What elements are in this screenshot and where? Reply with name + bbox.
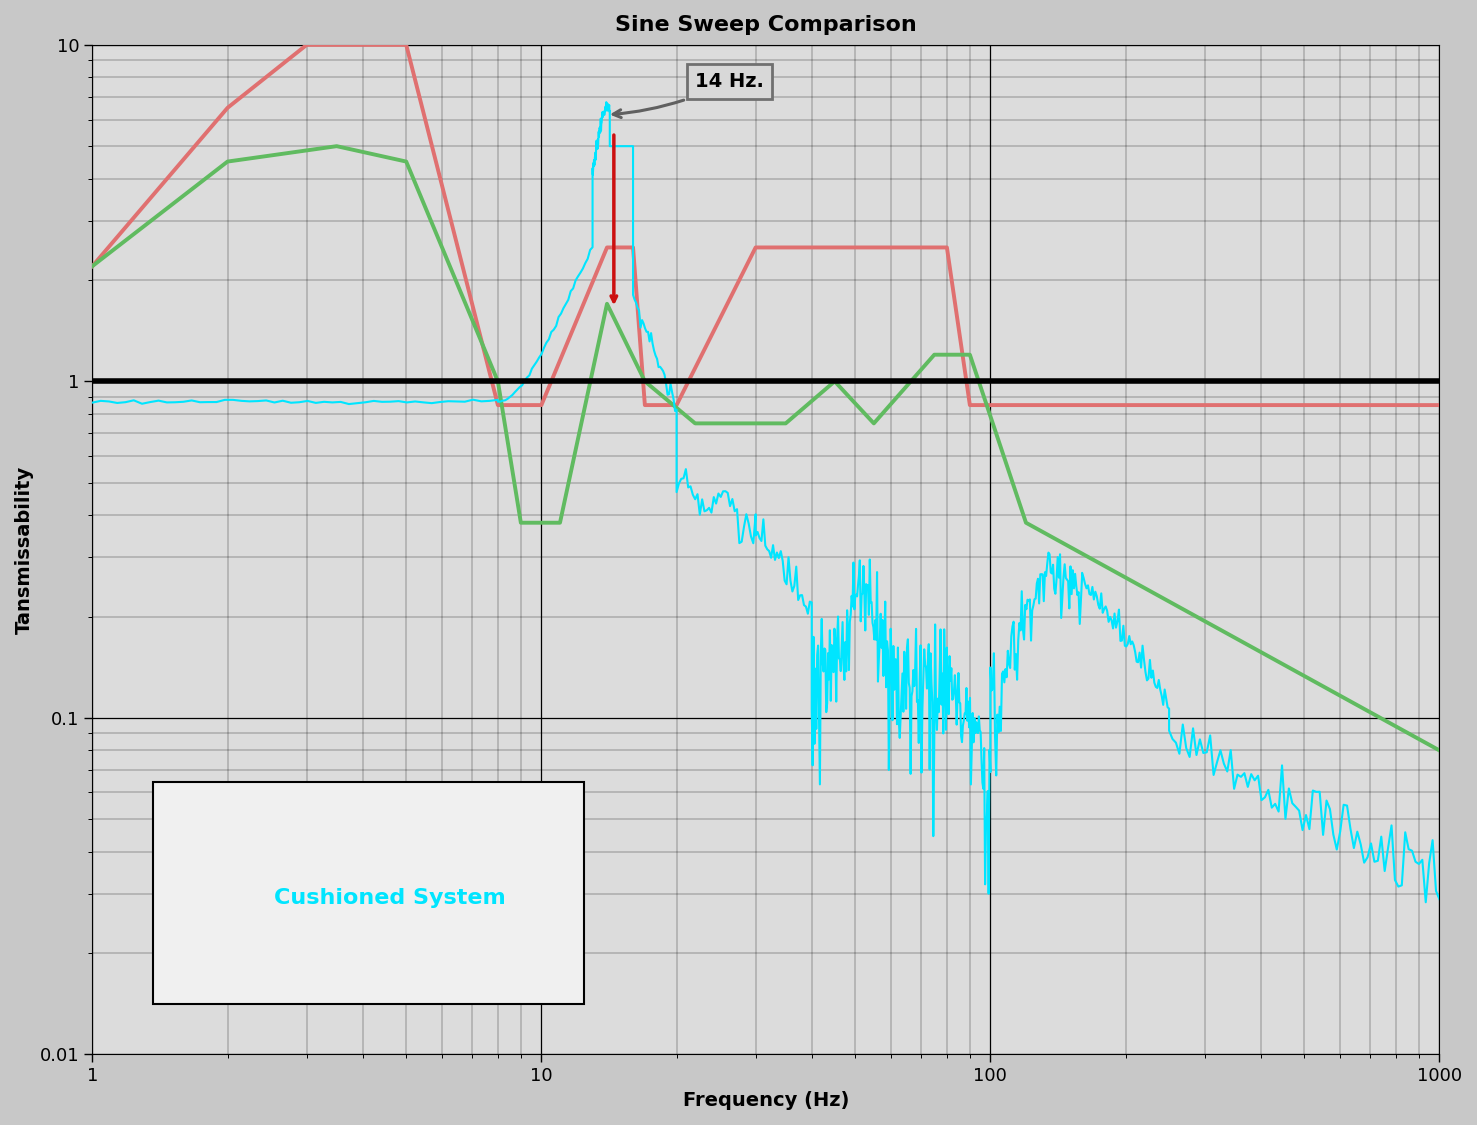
FancyBboxPatch shape (154, 782, 583, 1004)
Text: 14 Hz.: 14 Hz. (613, 72, 764, 118)
Y-axis label: Tansmissability: Tansmissability (15, 466, 34, 633)
Text: Cushioned System: Cushioned System (275, 888, 507, 908)
Title: Sine Sweep Comparison: Sine Sweep Comparison (614, 15, 917, 35)
X-axis label: Frequency (Hz): Frequency (Hz) (682, 1091, 849, 1110)
